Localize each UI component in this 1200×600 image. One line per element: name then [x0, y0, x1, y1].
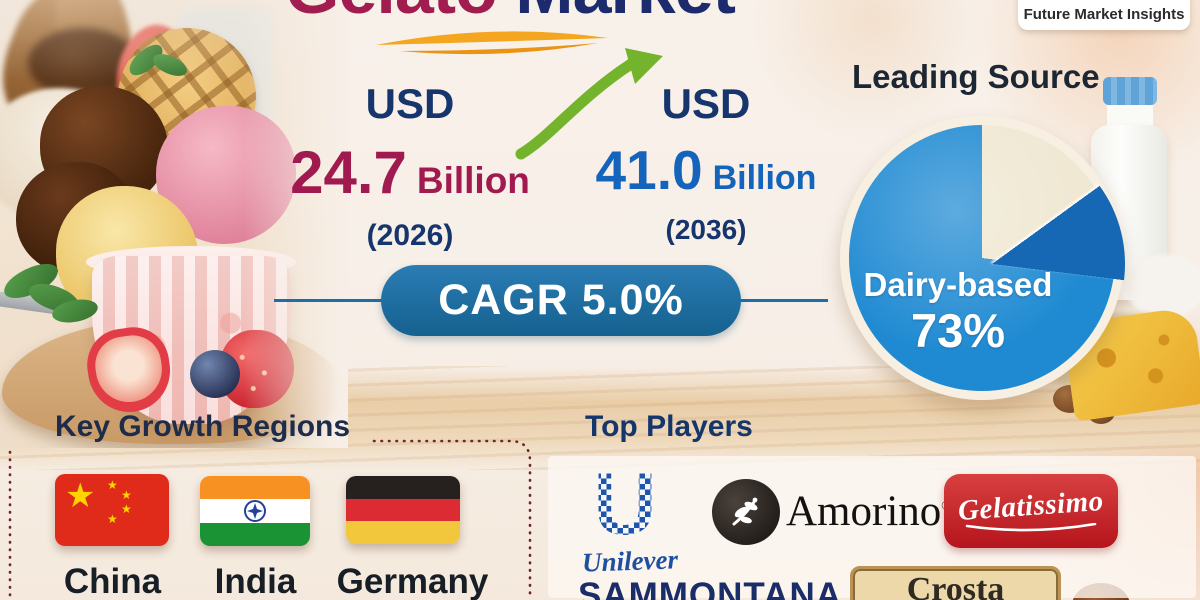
amorino-logo-emblem: [712, 479, 780, 545]
india-flag-icon: [200, 476, 310, 546]
title-word-market: Market: [497, 0, 736, 28]
region-label-germany: Germany: [336, 562, 489, 600]
gelato-cup-photo: [0, 0, 348, 448]
germany-flag-icon: [346, 476, 460, 544]
green-stripe: [200, 522, 310, 546]
amorino-name-text: Amorino: [786, 488, 942, 535]
forecast-year: (2036): [665, 214, 747, 245]
white-stripe: [200, 499, 310, 523]
red-stripe: [346, 498, 460, 522]
forecast-market-value: USD 41.0 Billion (2036): [572, 80, 840, 246]
gelatissimo-underline-icon: [965, 522, 1097, 531]
forecast-unit: Billion: [712, 159, 817, 197]
black-stripe: [346, 476, 460, 499]
currency-label: USD: [661, 80, 751, 127]
cagr-badge: CAGR 5.0%: [381, 265, 741, 336]
unilever-logo-monogram: U: [590, 460, 660, 548]
title-word-gelato: Gelato: [285, 0, 498, 28]
pie-slice-label: Dairy-based: [863, 266, 1053, 303]
title-underline-swoosh-icon: [376, 31, 608, 55]
gelatissimo-wordmark: Gelatissimo: [957, 484, 1105, 527]
crosta-logo-badge: Crosta: [850, 566, 1061, 600]
top-players-heading: Top Players: [585, 410, 753, 443]
cloth-background: [1127, 255, 1200, 317]
page-title: Gelato Market: [230, 0, 790, 24]
future-market-insights-logo: Future Market Insights: [1018, 0, 1190, 30]
current-value: 24.7: [290, 139, 407, 206]
amorino-cherub-icon: [732, 497, 758, 526]
crosta-wordmark: Crosta: [906, 571, 1005, 600]
current-year: (2026): [366, 219, 454, 252]
key-growth-regions-heading: Key Growth Regions: [55, 410, 351, 443]
ashoka-chakra-icon: [244, 499, 266, 522]
star-icon: ★: [121, 488, 132, 502]
pie-slice-value: 73%: [910, 304, 1006, 357]
milk-bottle-cap: [1103, 77, 1157, 105]
sammontana-logo-wordmark: SAMMONTANA: [578, 576, 843, 600]
growth-arrow-icon: [515, 48, 663, 160]
gelatissimo-logo: Gelatissimo: [944, 474, 1118, 548]
saffron-stripe: [200, 476, 310, 500]
amorino-logo-wordmark: Amorino®: [786, 487, 951, 536]
photo-edge-fade: [0, 0, 348, 448]
current-market-value: USD 24.7 Billion (2026): [268, 80, 552, 253]
star-icon: ★: [107, 478, 118, 492]
unilever-logo-wordmark: Unilever: [581, 544, 679, 578]
cagr-label: CAGR 5.0%: [438, 276, 684, 324]
star-icon: ★: [107, 512, 118, 526]
star-icon: ★: [121, 502, 132, 516]
pie-exploded-slice: [859, 131, 1125, 397]
forecast-value: 41.0: [595, 139, 703, 201]
star-icon: ★: [65, 477, 96, 515]
brand-logo-text: Future Market Insights: [1023, 6, 1185, 23]
gold-stripe: [346, 521, 460, 544]
currency-label: USD: [365, 80, 455, 127]
region-label-china: China: [63, 562, 162, 600]
region-label-india: India: [214, 562, 297, 600]
leading-source-heading: Leading Source: [852, 58, 1100, 95]
current-unit: Billion: [416, 160, 530, 201]
china-flag-icon: ★ ★ ★ ★ ★: [55, 474, 169, 546]
